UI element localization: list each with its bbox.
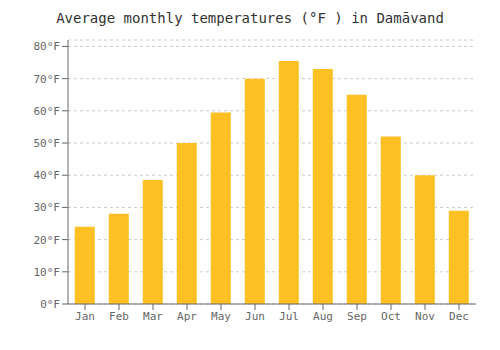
svg-text:20°F: 20°F	[34, 234, 61, 247]
svg-text:Oct: Oct	[381, 310, 401, 323]
svg-text:Jul: Jul	[279, 310, 299, 323]
svg-text:60°F: 60°F	[34, 105, 61, 118]
svg-text:Jan: Jan	[75, 310, 95, 323]
svg-text:30°F: 30°F	[34, 201, 61, 214]
svg-text:10°F: 10°F	[34, 266, 61, 279]
svg-text:Nov: Nov	[415, 310, 435, 323]
html-text:Average monthly temperatures (: Average monthly temperatures (°F ) in Da…	[56, 10, 444, 26]
svg-text:0°F: 0°F	[40, 298, 60, 311]
svg-text:Aug: Aug	[313, 310, 333, 323]
svg-text:Apr: Apr	[177, 310, 197, 323]
svg-text:Feb: Feb	[109, 310, 129, 323]
svg-text:Dec: Dec	[449, 310, 469, 323]
svg-text:40°F: 40°F	[34, 169, 61, 182]
svg-text:May: May	[211, 310, 231, 323]
svg-text:70°F: 70°F	[34, 73, 61, 86]
svg-text:Jun: Jun	[245, 310, 265, 323]
svg-text:80°F: 80°F	[34, 40, 61, 53]
svg-text:50°F: 50°F	[34, 137, 61, 150]
svg-text:Mar: Mar	[143, 310, 163, 323]
svg-text:Sep: Sep	[347, 310, 367, 323]
